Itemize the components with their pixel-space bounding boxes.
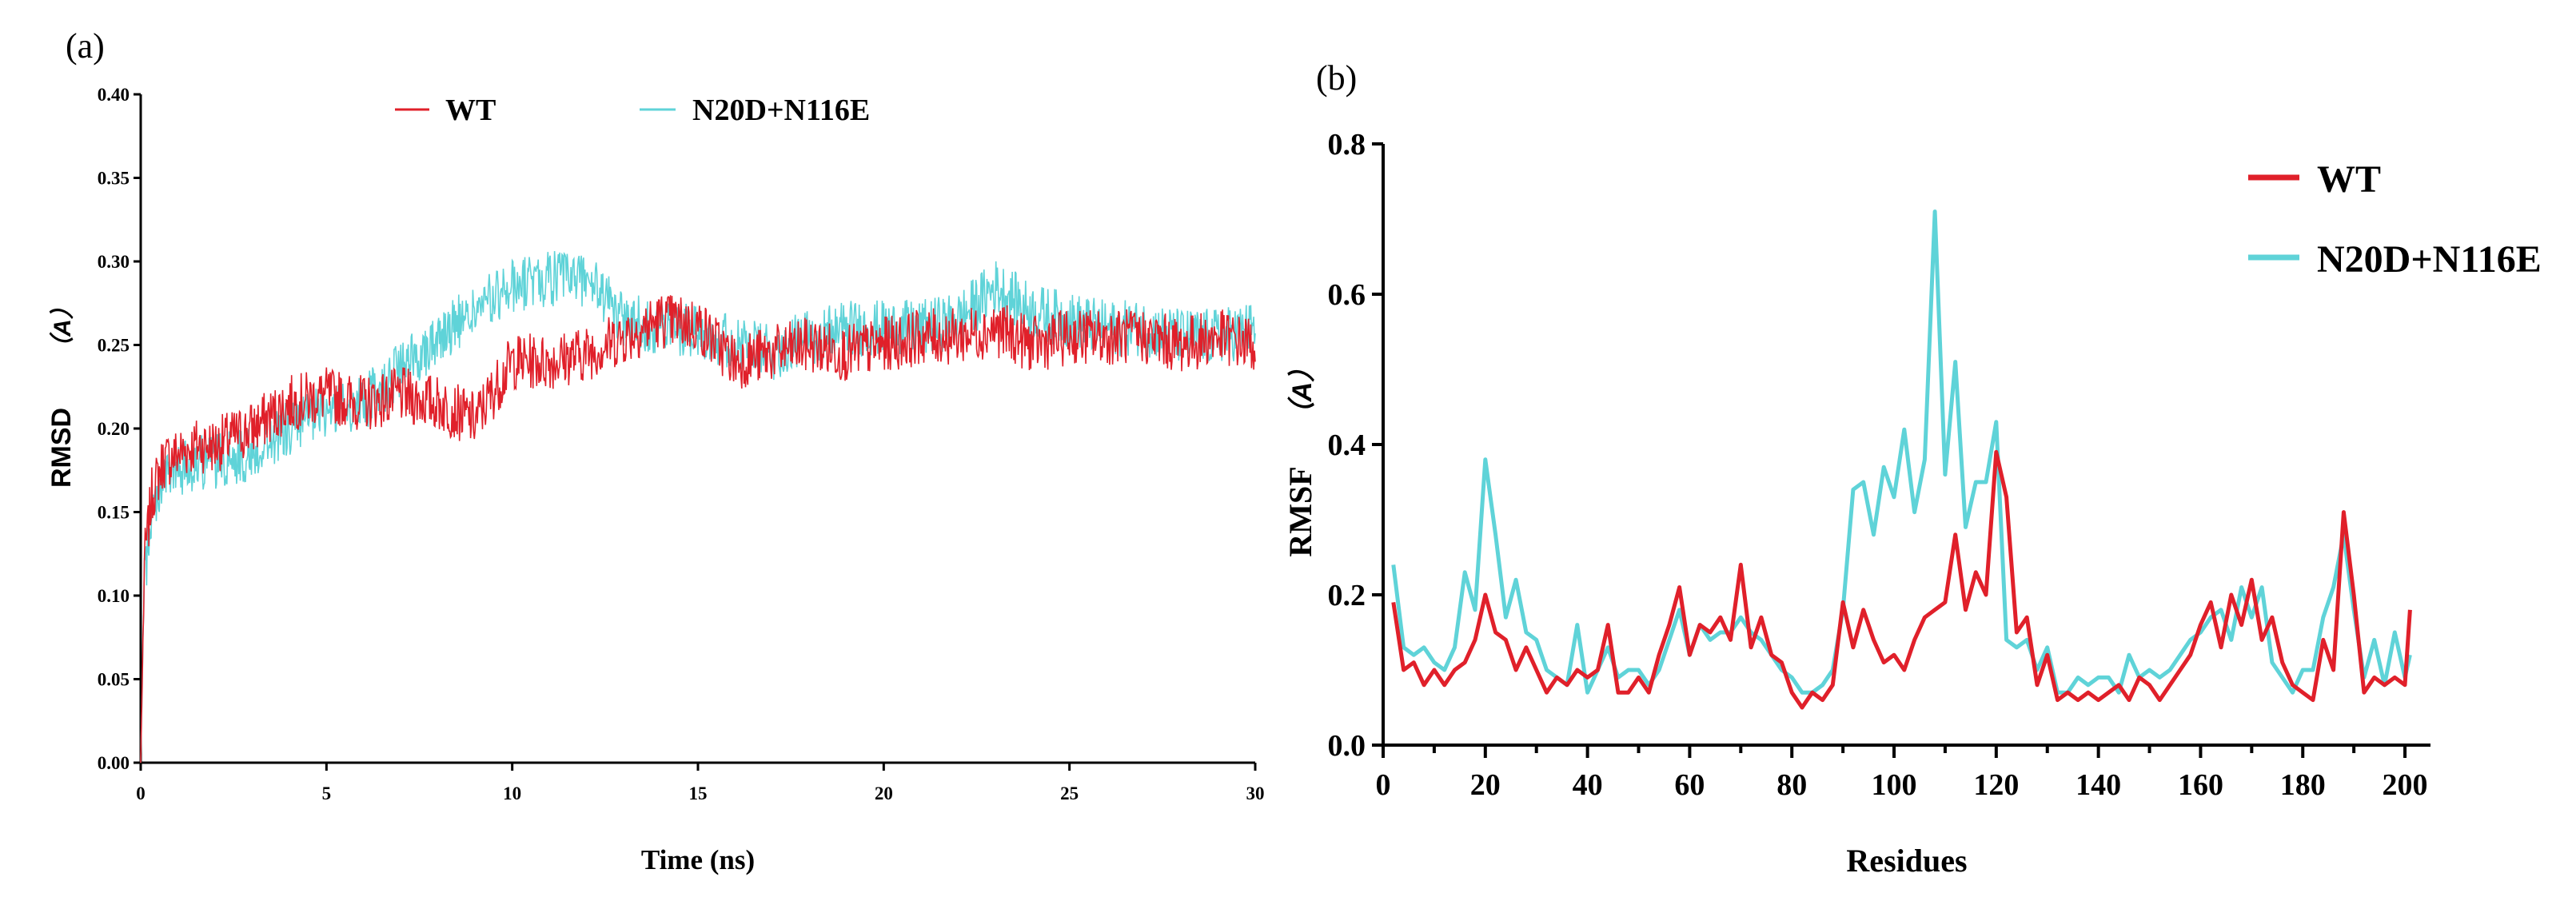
panel-b-x-tick-label: 20 (1470, 768, 1501, 802)
panel-b-y-tick-label: 0.0 (1328, 729, 1366, 763)
panel-a-y-axis-unit: （A） (49, 295, 76, 361)
panel-a-rmsd-chart: (a) 0.00 0.05 0.10 0.15 0.20 0.25 0.30 0.35 0.40… (46, 26, 1265, 875)
panel-a-x-tick-label: 15 (689, 783, 708, 803)
panel-a-x-tick-label: 30 (1246, 783, 1265, 803)
panel-b-y-tick-label: 0.8 (1328, 128, 1366, 161)
panel-b-y-tick-label: 0.4 (1328, 429, 1366, 462)
panel-a-x-tick-label: 5 (322, 783, 332, 803)
panel-b-y-axis-unit: （A） (1287, 355, 1318, 429)
panel-b-x-tick-label: 0 (1376, 768, 1391, 802)
panel-b-series-line-wt (1391, 449, 2412, 710)
panel-a-y-tick-label: 0.20 (98, 419, 130, 439)
legend-b-mut-label: N20D+N116E (2317, 238, 2542, 281)
panel-a-y-tick-label: 0.00 (98, 753, 130, 773)
panel-b-x-ticks: 0 20 40 60 80 100 120 140 160 180 200 (1376, 745, 2428, 802)
panel-b-legend: WT N20D+N116E (2248, 158, 2542, 281)
panel-a-axes (139, 94, 1255, 764)
panel-a-series (140, 251, 1256, 763)
panel-b-x-tick-label: 80 (1776, 768, 1807, 802)
legend-b-wt-label: WT (2317, 158, 2381, 201)
panel-a-y-axis-title-text: RMSD (46, 408, 77, 488)
panel-a-y-ticks: 0.00 0.05 0.10 0.15 0.20 0.25 0.30 0.35 0.40 (98, 85, 141, 773)
panel-a-y-tick-label: 0.25 (98, 336, 130, 356)
legend-a-wt-label: WT (445, 94, 496, 127)
panel-b-x-tick-label: 100 (1872, 768, 1917, 802)
panel-a-y-tick-label: 0.05 (98, 670, 130, 690)
panel-a-x-axis-title: Time (ns) (641, 844, 755, 875)
panel-b-x-tick-label: 60 (1674, 768, 1705, 802)
panel-b-x-tick-label: 200 (2383, 768, 2428, 802)
panel-b-x-tick-label: 140 (2076, 768, 2121, 802)
panel-b-x-axis-title: Residues (1846, 843, 1967, 879)
panel-a-y-tick-label: 0.40 (98, 85, 130, 105)
panel-a-x-ticks: 0 5 10 15 20 25 30 (136, 763, 1265, 803)
panel-b-y-axis-title-text: RMSF (1282, 466, 1318, 556)
panel-a-y-axis-title: RMSD （A） (46, 295, 77, 488)
panel-a-y-tick-label: 0.30 (98, 252, 130, 272)
panel-a-legend: WT N20D+N116E (395, 94, 870, 127)
panel-a-x-tick-label: 10 (503, 783, 521, 803)
panel-b-x-tick-label: 160 (2178, 768, 2223, 802)
panel-b-x-tick-label: 180 (2280, 768, 2326, 802)
panel-b-series (1391, 209, 2412, 710)
panel-b-y-ticks: 0.0 0.2 0.4 0.6 0.8 (1328, 128, 1383, 763)
panel-a-x-tick-label: 25 (1060, 783, 1079, 803)
panel-b-x-tick-label: 40 (1573, 768, 1603, 802)
panel-a-y-tick-label: 0.10 (98, 586, 130, 606)
panel-b-y-tick-label: 0.2 (1328, 579, 1366, 612)
panel-b-label: (b) (1316, 58, 1357, 98)
panel-a-label: (a) (66, 26, 105, 66)
panel-a-x-tick-label: 20 (875, 783, 893, 803)
panel-b-rmsf-chart: (b) 0.0 0.2 0.4 0.6 0.8 0 20 40 60 80 100 120 140 16… (1282, 58, 2542, 879)
panel-a-series-line-wt (140, 295, 1256, 763)
panel-b-y-axis-title: RMSF （A） (1282, 355, 1318, 557)
panel-a-y-tick-label: 0.15 (98, 503, 130, 523)
panel-a-y-tick-label: 0.35 (98, 169, 130, 189)
panel-b-y-tick-label: 0.6 (1328, 278, 1366, 312)
legend-a-mut-label: N20D+N116E (692, 94, 870, 127)
panel-b-x-tick-label: 120 (1973, 768, 2019, 802)
panel-a-x-tick-label: 0 (136, 783, 146, 803)
